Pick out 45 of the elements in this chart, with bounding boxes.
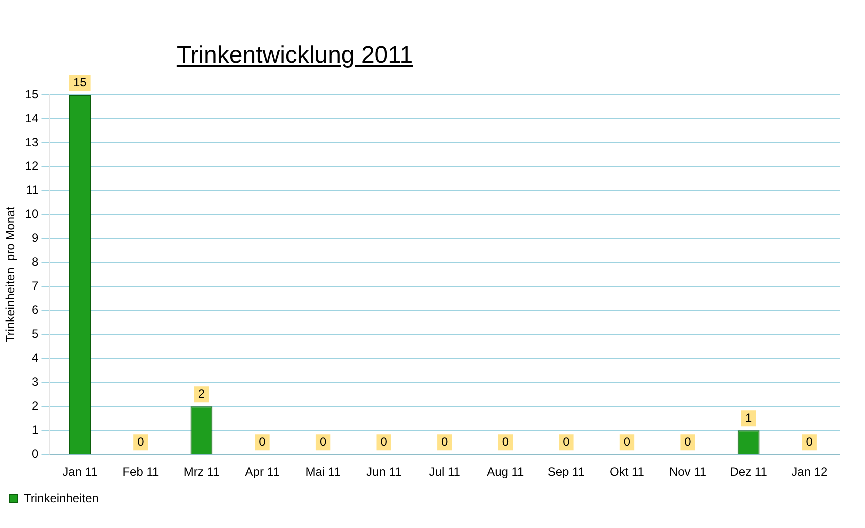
data-label: 0 [806,434,814,449]
x-tick-label: Dez 11 [730,465,768,480]
y-tick-label: 12 [25,159,40,174]
x-tick-label: Okt 11 [610,465,645,480]
y-tick-label: 1 [32,422,40,437]
chart-title: Trinkentwicklung 2011 [176,42,414,70]
data-label: 0 [380,434,388,449]
x-tick-label: Feb 11 [122,465,160,480]
y-tick-label: 15 [25,87,40,102]
y-tick-label: 2 [32,398,40,413]
x-tick-label: Aug 11 [487,465,525,480]
data-label: 0 [259,434,266,449]
y-tick-label: 8 [32,255,40,270]
data-label: 15 [73,75,88,90]
x-tick-label: Jan 11 [62,465,98,480]
data-label: 0 [624,434,631,449]
data-label: 0 [138,434,145,449]
y-tick-label: 9 [32,231,40,246]
x-tick-label: Nov 11 [669,465,707,480]
y-tick-label: 14 [25,111,40,126]
data-label: 0 [320,434,327,449]
x-tick-label: Mai 11 [306,465,342,480]
y-tick-label: 4 [32,351,40,366]
y-tick-label: 7 [32,279,40,294]
y-tick-label: 5 [32,327,40,342]
legend-label: Trinkeinheiten [24,491,99,506]
x-tick-label: Apr 11 [245,465,280,480]
y-tick-label: 13 [25,135,40,150]
y-tick-label: 6 [32,303,40,318]
y-tick-label: 3 [32,374,40,389]
y-tick-label: 10 [25,207,40,222]
data-label: 2 [198,386,206,401]
y-tick-label: 11 [26,183,40,198]
x-tick-label: Jan 12 [792,465,828,480]
x-tick-label: Sep 11 [548,465,586,480]
x-tick-label: Mrz 11 [184,465,220,480]
data-label: 0 [502,434,510,449]
x-tick-label: Jul 11 [429,465,461,480]
data-label: 0 [563,434,570,449]
data-label: 0 [442,434,449,449]
x-tick-label: Jun 11 [366,465,402,480]
data-label: 0 [684,434,692,449]
y-axis-title: Trinkeinheiten pro Monat [4,206,18,343]
y-tick-label: 0 [32,446,40,461]
data-label: 1 [745,410,752,425]
